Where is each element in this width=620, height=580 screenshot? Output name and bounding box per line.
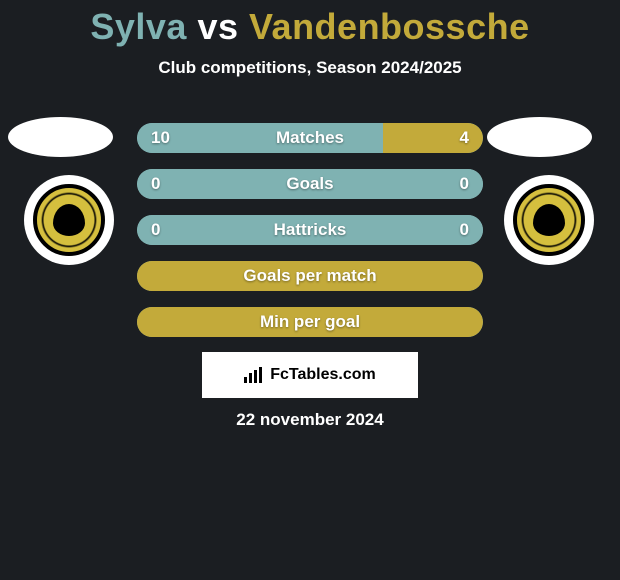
stat-label: Hattricks <box>187 220 433 240</box>
stat-value-left: 10 <box>137 128 187 148</box>
attribution-badge: FcTables.com <box>202 352 418 398</box>
club-badge-left-core <box>53 204 85 236</box>
title-vs: vs <box>197 6 238 47</box>
title-player2: Vandenbossche <box>249 6 530 47</box>
stat-label: Matches <box>187 128 433 148</box>
datestamp: 22 november 2024 <box>0 410 620 430</box>
title-player1: Sylva <box>90 6 187 47</box>
bar-chart-icon <box>244 367 264 383</box>
club-badge-right <box>504 175 594 265</box>
player-avatar-right <box>487 117 592 157</box>
player-avatar-left <box>8 117 113 157</box>
club-badge-left-ring <box>33 184 105 256</box>
stat-value-left: 0 <box>137 220 187 240</box>
stat-value-right: 0 <box>433 174 483 194</box>
comparison-bars: 10Matches40Goals00Hattricks0Goals per ma… <box>137 123 483 353</box>
stat-row: Min per goal <box>137 307 483 337</box>
stat-label: Min per goal <box>187 312 433 332</box>
stat-label: Goals per match <box>187 266 433 286</box>
club-badge-left <box>24 175 114 265</box>
club-badge-right-core <box>533 204 565 236</box>
stat-row: 0Goals0 <box>137 169 483 199</box>
club-badge-right-ring <box>513 184 585 256</box>
stat-value-left: 0 <box>137 174 187 194</box>
subtitle: Club competitions, Season 2024/2025 <box>0 58 620 78</box>
stat-label: Goals <box>187 174 433 194</box>
stat-row: 0Hattricks0 <box>137 215 483 245</box>
stat-value-right: 0 <box>433 220 483 240</box>
stat-row: Goals per match <box>137 261 483 291</box>
page-title: Sylva vs Vandenbossche <box>0 0 620 48</box>
stat-value-right: 4 <box>433 128 483 148</box>
stat-row: 10Matches4 <box>137 123 483 153</box>
attribution-text: FcTables.com <box>270 366 376 384</box>
